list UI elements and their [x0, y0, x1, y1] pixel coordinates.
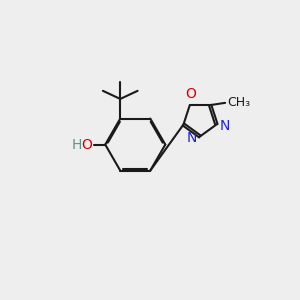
Text: O: O — [185, 87, 197, 101]
Text: H: H — [71, 138, 82, 152]
Text: N: N — [187, 130, 197, 145]
Text: O: O — [81, 138, 92, 152]
Text: CH₃: CH₃ — [227, 96, 250, 109]
Text: N: N — [219, 119, 230, 133]
